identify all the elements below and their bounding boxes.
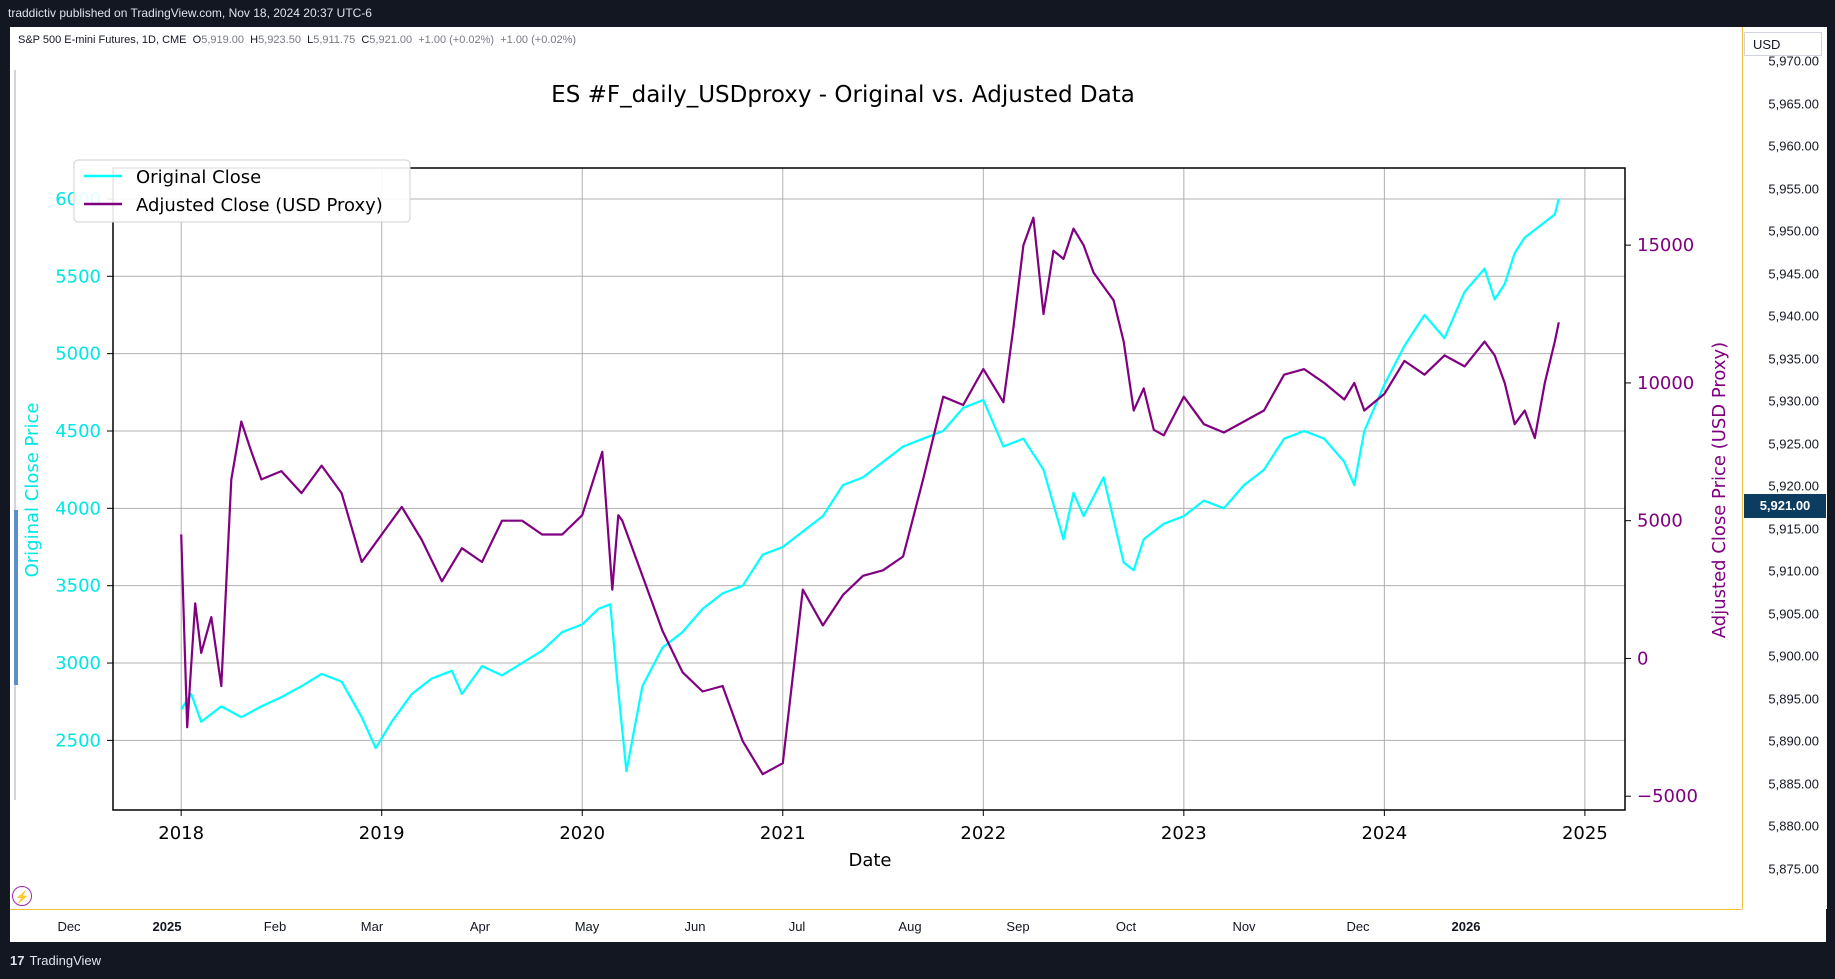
- footer-brand: TradingView: [29, 953, 102, 968]
- price-tick: 5,875.00: [1768, 861, 1819, 876]
- price-tick: 5,920.00: [1768, 478, 1819, 494]
- time-tick: Mar: [360, 919, 384, 934]
- chart-title: ES #F_daily_USDproxy - Original vs. Adju…: [551, 82, 1135, 108]
- legend-box: [73, 159, 411, 223]
- y-axis-label: Original Close Price: [22, 403, 43, 578]
- series-line-original: [180, 198, 1560, 773]
- price-tick: 5,910.00: [1768, 563, 1819, 579]
- price-tick: 5,890.00: [1768, 733, 1819, 749]
- x-tick-label: 2024: [1361, 823, 1407, 844]
- y-tick-label: 5000: [55, 344, 101, 365]
- price-tick: 5,950.00: [1768, 223, 1819, 239]
- price-tick: 5,965.00: [1768, 96, 1819, 111]
- time-tick: Dec: [1346, 919, 1370, 934]
- x-tick-label: 2023: [1161, 823, 1207, 844]
- x-tick-label: 2018: [158, 823, 204, 844]
- price-tick: 5,885.00: [1768, 776, 1819, 791]
- time-tick: Aug: [898, 919, 922, 934]
- price-tick: 5,930.00: [1768, 393, 1819, 409]
- price-tick: 5,905.00: [1768, 606, 1819, 621]
- time-tick: Oct: [1115, 919, 1137, 934]
- y2-tick-label: −5000: [1637, 786, 1698, 807]
- close-value: 5,921.00: [369, 34, 413, 46]
- y2-tick-label: 5000: [1637, 511, 1683, 532]
- left-scale-handle[interactable]: [14, 510, 18, 685]
- y-tick-label: 5500: [55, 266, 101, 287]
- legend-label: Original Close: [136, 167, 261, 188]
- y-tick-label: 2500: [55, 730, 101, 751]
- time-tick: Apr: [469, 919, 491, 934]
- time-axis[interactable]: Dec 2025 Feb Mar Apr May Jun Jul Aug Sep Oct Nov Dec…: [10, 909, 1742, 943]
- price-tick: 5,935.00: [1768, 351, 1819, 366]
- time-tick: 2025: [152, 919, 182, 934]
- close-label: C: [361, 34, 370, 46]
- x-tick-label: 2021: [760, 823, 806, 844]
- time-tick: Sep: [1006, 919, 1030, 934]
- currency-selector[interactable]: USD: [1744, 32, 1822, 56]
- price-tick: 5,945.00: [1768, 266, 1819, 281]
- price-tick: 5,925.00: [1768, 436, 1819, 451]
- price-tick: 5,960.00: [1768, 138, 1819, 154]
- symbol-name: S&P 500 E-mini Futures, 1D, CME: [18, 34, 187, 46]
- plot-frame: [112, 167, 1626, 811]
- low-label: L: [307, 34, 314, 46]
- open-value: 5,919.00: [201, 34, 245, 46]
- time-tick: Feb: [263, 919, 287, 934]
- symbol-legend[interactable]: S&P 500 E-mini Futures, 1D, CME O5,919.0…: [18, 34, 576, 46]
- last-price-label: 5,921.00: [1744, 494, 1826, 518]
- x-axis-label: Date: [848, 850, 891, 871]
- time-tick: Jul: [788, 919, 806, 934]
- price-tick: 5,970.00: [1768, 53, 1819, 69]
- change-value: +1.00 (+0.02%): [418, 34, 495, 46]
- y-tick-label: 4000: [55, 498, 101, 519]
- price-tick: 5,895.00: [1768, 691, 1819, 706]
- price-tick: 5,915.00: [1768, 521, 1819, 536]
- legend-label: Adjusted Close (USD Proxy): [136, 195, 383, 216]
- y2-axis-label: Adjusted Close Price (USD Proxy): [1709, 342, 1730, 638]
- time-tick: Dec: [57, 919, 81, 934]
- x-tick-label: 2025: [1562, 823, 1608, 844]
- x-tick-label: 2019: [359, 823, 405, 844]
- footer-bar: 17 TradingView: [0, 942, 1835, 979]
- time-tick: Nov: [1232, 919, 1256, 934]
- y-tick-label: 3000: [55, 653, 101, 674]
- x-tick-label: 2020: [559, 823, 605, 844]
- high-label: H: [250, 34, 259, 46]
- time-tick: 2026: [1451, 919, 1481, 934]
- lightning-icon[interactable]: ⚡: [12, 886, 32, 906]
- open-label: O: [192, 34, 202, 46]
- high-value: 5,923.50: [258, 34, 301, 46]
- price-axis[interactable]: 5,970.00 5,965.00 5,960.00 5,955.00 5,950.00…: [1742, 27, 1827, 909]
- publisher-text: traddictiv published on TradingView.com,…: [8, 6, 372, 20]
- y2-tick-label: 10000: [1637, 373, 1694, 394]
- time-tick: May: [574, 919, 600, 934]
- low-value: 5,911.75: [313, 34, 356, 46]
- publisher-bar: traddictiv published on TradingView.com,…: [0, 0, 1835, 27]
- y2-tick-label: 15000: [1637, 235, 1694, 256]
- price-tick: 5,940.00: [1768, 308, 1819, 324]
- price-tick: 5,880.00: [1768, 818, 1819, 834]
- y2-tick-label: 0: [1637, 648, 1648, 669]
- x-tick-label: 2022: [960, 823, 1006, 844]
- tradingview-logo-icon[interactable]: 17: [10, 953, 25, 968]
- left-scale-line: [14, 70, 16, 800]
- series-line-adjusted: [180, 216, 1560, 776]
- change-value-2: +1.00 (+0.02%): [500, 34, 577, 46]
- y-tick-label: 4500: [55, 421, 101, 442]
- price-tick: 5,900.00: [1768, 648, 1819, 664]
- y-tick-label: 3500: [55, 576, 101, 597]
- time-tick: Jun: [684, 919, 706, 934]
- price-tick: 5,955.00: [1768, 181, 1819, 196]
